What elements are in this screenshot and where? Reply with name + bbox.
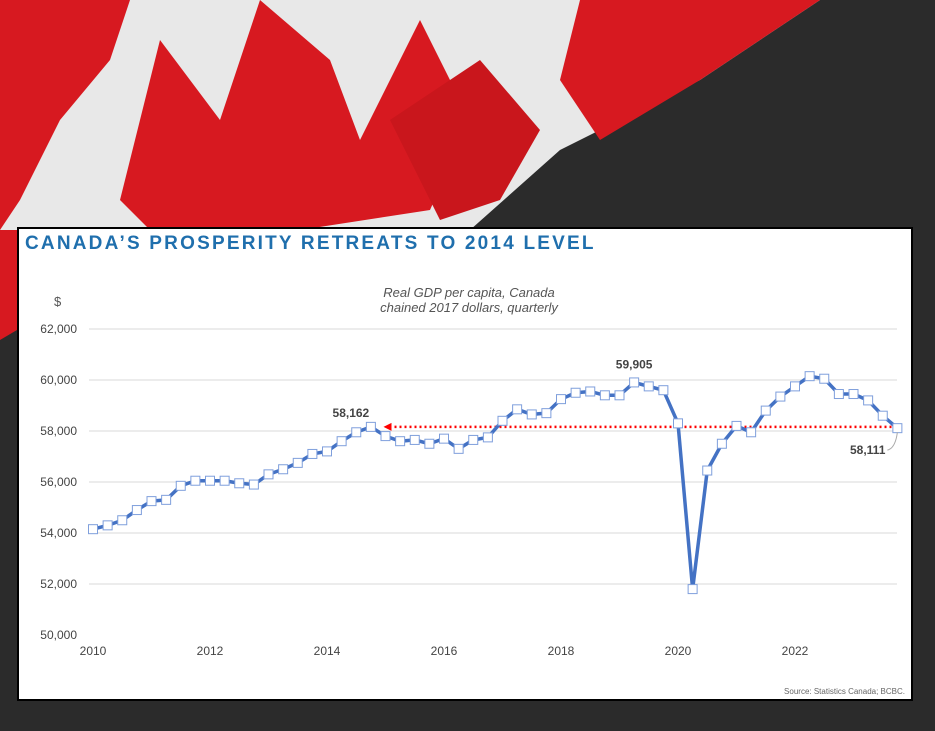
data-point	[790, 381, 800, 392]
x-tick-label: 2012	[197, 644, 224, 658]
x-tick-label: 2016	[431, 644, 458, 658]
data-point	[877, 410, 888, 421]
data-point	[512, 404, 523, 415]
data-point	[863, 395, 874, 406]
y-tick-label: 56,000	[40, 475, 77, 489]
data-point	[395, 436, 406, 447]
data-point	[322, 446, 332, 457]
data-point	[292, 457, 303, 468]
source-note: Source: Statistics Canada; BCBC.	[784, 687, 905, 696]
x-tick-label: 2014	[314, 644, 341, 658]
reference-arrow	[383, 422, 392, 431]
data-label: 59,905	[616, 357, 653, 371]
data-point	[833, 389, 844, 400]
x-tick-label: 2010	[80, 644, 107, 658]
data-point	[614, 390, 625, 401]
data-point	[409, 434, 420, 445]
x-tick-label: 2022	[782, 644, 809, 658]
data-point	[248, 479, 259, 490]
data-point	[351, 427, 362, 438]
data-point	[102, 520, 113, 531]
data-point	[380, 431, 391, 442]
data-point	[175, 480, 186, 491]
y-tick-label: 54,000	[40, 526, 77, 540]
y-tick-label: 52,000	[40, 577, 77, 591]
data-point	[278, 464, 289, 475]
data-point	[88, 524, 98, 535]
y-tick-label: 60,000	[40, 373, 77, 387]
annotation-leader	[887, 432, 898, 451]
data-point	[716, 438, 727, 449]
chart-panel: CANADA’S PROSPERITY RETREATS TO 2014 LEV…	[17, 227, 913, 701]
y-tick-label: 58,000	[40, 424, 77, 438]
data-point	[673, 418, 683, 429]
data-label: 58,162	[333, 406, 370, 420]
data-point	[687, 584, 698, 595]
data-point	[482, 432, 493, 443]
data-point	[424, 438, 435, 449]
line-chart: 50,000 52,000 54,000 56,000 58,000 60,000 62,0…	[40, 322, 903, 658]
data-point	[541, 408, 552, 419]
chart-title: Real GDP per capita, Canada	[383, 285, 555, 300]
y-tick-label: 50,000	[40, 628, 77, 642]
data-point	[205, 475, 215, 486]
y-tick-label: 62,000	[40, 322, 77, 336]
data-point	[629, 377, 640, 388]
data-point	[570, 387, 581, 398]
data-point	[234, 478, 245, 489]
data-point	[819, 373, 830, 384]
data-point	[365, 421, 376, 432]
data-point	[731, 420, 742, 431]
chart-subtitle: chained 2017 dollars, quarterly	[380, 300, 558, 315]
data-point	[658, 385, 669, 396]
data-point	[161, 494, 172, 505]
data-point	[468, 434, 479, 445]
data-point	[131, 505, 142, 516]
data-point	[746, 427, 757, 438]
data-point	[497, 415, 508, 426]
data-point	[526, 409, 537, 420]
data-point	[585, 386, 596, 397]
data-point	[892, 423, 903, 434]
data-point	[453, 443, 464, 454]
chart-headline: CANADA’S PROSPERITY RETREATS TO 2014 LEV…	[25, 233, 596, 254]
data-point	[190, 475, 201, 486]
data-point	[307, 448, 318, 459]
data-point	[775, 391, 786, 402]
data-point	[556, 394, 566, 405]
data-point	[263, 469, 274, 480]
y-axis-label: $	[54, 294, 62, 309]
data-point	[760, 405, 771, 416]
data-point	[599, 390, 610, 401]
data-label: 58,111	[850, 443, 886, 457]
data-point	[146, 496, 157, 507]
data-point	[643, 381, 654, 392]
data-point	[219, 475, 230, 486]
data-point	[117, 515, 128, 526]
data-point	[804, 371, 815, 382]
x-tick-label: 2018	[548, 644, 575, 658]
data-point	[336, 436, 347, 447]
data-point	[702, 465, 713, 476]
x-tick-label: 2020	[665, 644, 692, 658]
data-point	[439, 433, 449, 444]
data-point	[848, 389, 859, 400]
